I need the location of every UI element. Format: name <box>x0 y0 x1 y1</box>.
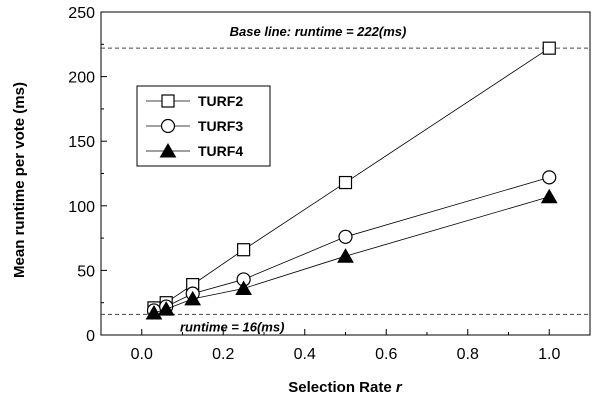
series-turf4 <box>145 188 558 320</box>
legend-label: TURF2 <box>198 93 243 109</box>
y-axis-title: Mean runtime per vote (ms) <box>11 82 28 278</box>
x-tick-label: 0.2 <box>212 346 234 363</box>
x-axis-title-text: Selection Rate <box>288 379 391 396</box>
data-point <box>542 170 557 185</box>
series-turf2 <box>147 41 556 315</box>
data-point <box>542 41 556 55</box>
series-line <box>153 196 550 314</box>
x-tick-label: 1.0 <box>538 346 560 363</box>
x-axis-title: Selection Rate r <box>288 379 403 396</box>
data-point <box>540 188 558 204</box>
series-line <box>153 176 550 311</box>
data-point <box>338 175 353 190</box>
y-axis-ticks: 0 50 100 150 200 250 <box>68 5 107 345</box>
x-tick-label: 0.0 <box>131 346 153 363</box>
y-tick-label: 150 <box>68 134 95 151</box>
legend-label: TURF4 <box>198 143 243 159</box>
y-tick-label: 0 <box>86 328 95 345</box>
x-axis-ticks: 0.0 0.2 0.4 0.6 0.8 1.0 <box>131 329 560 363</box>
x-tick-label: 0.6 <box>375 346 397 363</box>
reference-line-label: runtime = 16(ms) <box>180 319 284 334</box>
legend-marker <box>160 118 176 134</box>
legend-marker <box>159 142 177 158</box>
y-tick-label: 100 <box>68 199 95 216</box>
series-layer <box>145 41 558 320</box>
data-point <box>157 301 175 316</box>
legend: TURF2 TURF3 TURF4 <box>136 85 271 167</box>
x-axis-title-variable: r <box>396 379 403 396</box>
y-tick-label: 200 <box>68 70 95 87</box>
y-tick-label: 250 <box>68 5 95 22</box>
reference-line-label: Base line: runtime = 222(ms) <box>230 24 407 39</box>
data-point <box>338 229 353 244</box>
data-point <box>235 280 252 295</box>
x-tick-label: 0.4 <box>294 346 316 363</box>
data-point <box>184 290 202 306</box>
data-point <box>337 248 354 263</box>
reference-lines: Base line: runtime = 222(ms) runtime = 16… <box>101 24 590 334</box>
series-turf3 <box>146 170 557 318</box>
data-point <box>145 305 163 320</box>
x-tick-label: 0.8 <box>457 346 479 363</box>
plot-frame <box>100 11 591 336</box>
data-point <box>237 243 251 257</box>
legend-marker <box>161 94 175 108</box>
y-tick-label: 50 <box>77 263 95 280</box>
legend-label: TURF3 <box>198 118 243 134</box>
